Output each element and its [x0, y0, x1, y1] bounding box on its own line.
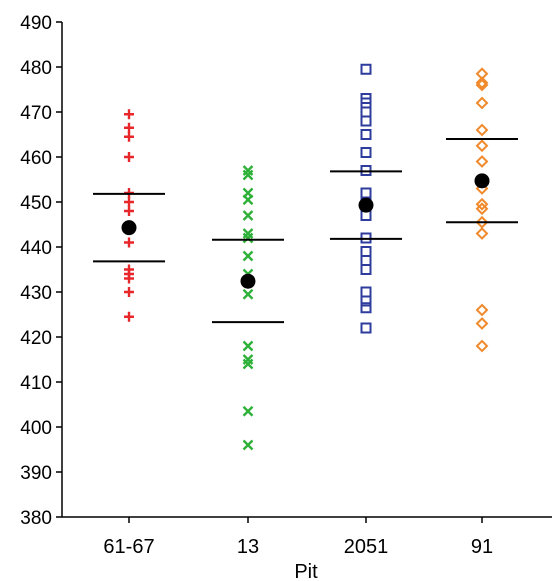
data-point [242, 439, 254, 451]
series-91 [446, 67, 518, 353]
data-point [124, 237, 134, 248]
data-marks [93, 63, 518, 451]
x-axis-label: Pit [294, 561, 318, 581]
data-point [242, 169, 254, 181]
data-point [360, 106, 372, 118]
data-point [242, 405, 254, 417]
y-tick-label: 460 [20, 148, 52, 169]
data-point [124, 131, 134, 142]
y-tick-label: 390 [20, 463, 52, 484]
data-point [475, 227, 489, 240]
data-point [475, 339, 489, 353]
data-point [242, 194, 254, 206]
x-tick-label: 13 [237, 536, 259, 558]
data-point [475, 78, 489, 92]
data-point [475, 197, 489, 211]
data-point [124, 197, 134, 207]
y-axis: 380 390 400 410 420 430 440 450 460 470 480 490 [20, 13, 62, 529]
data-point [360, 147, 372, 158]
data-point [124, 287, 134, 297]
data-point [124, 109, 134, 120]
y-tick-label: 470 [20, 103, 52, 124]
y-tick-label: 480 [20, 58, 52, 79]
mean-marker [121, 220, 137, 236]
mean-marker [240, 273, 256, 289]
data-point [242, 340, 254, 352]
series-61-67 [93, 109, 165, 322]
data-point [124, 273, 134, 284]
y-tick-label: 490 [20, 13, 52, 34]
data-point [242, 250, 254, 262]
data-point [475, 96, 489, 110]
data-point [360, 115, 372, 127]
plot-frame [61, 22, 552, 518]
data-point [124, 311, 134, 322]
series-13 [212, 165, 284, 451]
x-axis: 61-67 13 2051 91 [103, 517, 493, 558]
mean-marker [474, 173, 490, 189]
data-point [242, 288, 254, 300]
data-point [242, 358, 254, 370]
data-point [360, 63, 372, 75]
y-tick-label: 440 [20, 238, 52, 259]
data-point [475, 123, 489, 137]
data-point [360, 264, 372, 275]
series-2051 [330, 63, 402, 334]
mean-marker [358, 197, 374, 213]
y-tick-label: 410 [20, 373, 52, 394]
data-point [475, 303, 489, 317]
y-tick-label: 420 [20, 328, 52, 349]
y-tick-label: 380 [20, 508, 52, 529]
x-tick-label: 91 [471, 536, 493, 558]
data-point [360, 187, 372, 199]
data-point [475, 202, 489, 216]
data-point [475, 155, 489, 168]
data-point [124, 206, 134, 216]
data-point [360, 295, 372, 307]
data-point [360, 286, 372, 298]
data-point [475, 139, 489, 153]
y-tick-label: 430 [20, 283, 52, 304]
data-point [124, 122, 134, 133]
data-point [360, 322, 372, 334]
data-point [360, 129, 372, 140]
data-point [475, 76, 489, 90]
y-tick-label: 400 [20, 418, 52, 439]
data-point [475, 317, 489, 330]
data-point [360, 246, 372, 257]
data-point [124, 152, 134, 162]
x-tick-label: 61-67 [103, 536, 154, 558]
data-point [242, 232, 254, 244]
data-point [242, 210, 254, 221]
x-tick-label: 2051 [344, 536, 389, 558]
y-tick-label: 450 [20, 193, 52, 214]
data-point [360, 255, 372, 266]
data-point [360, 302, 372, 314]
